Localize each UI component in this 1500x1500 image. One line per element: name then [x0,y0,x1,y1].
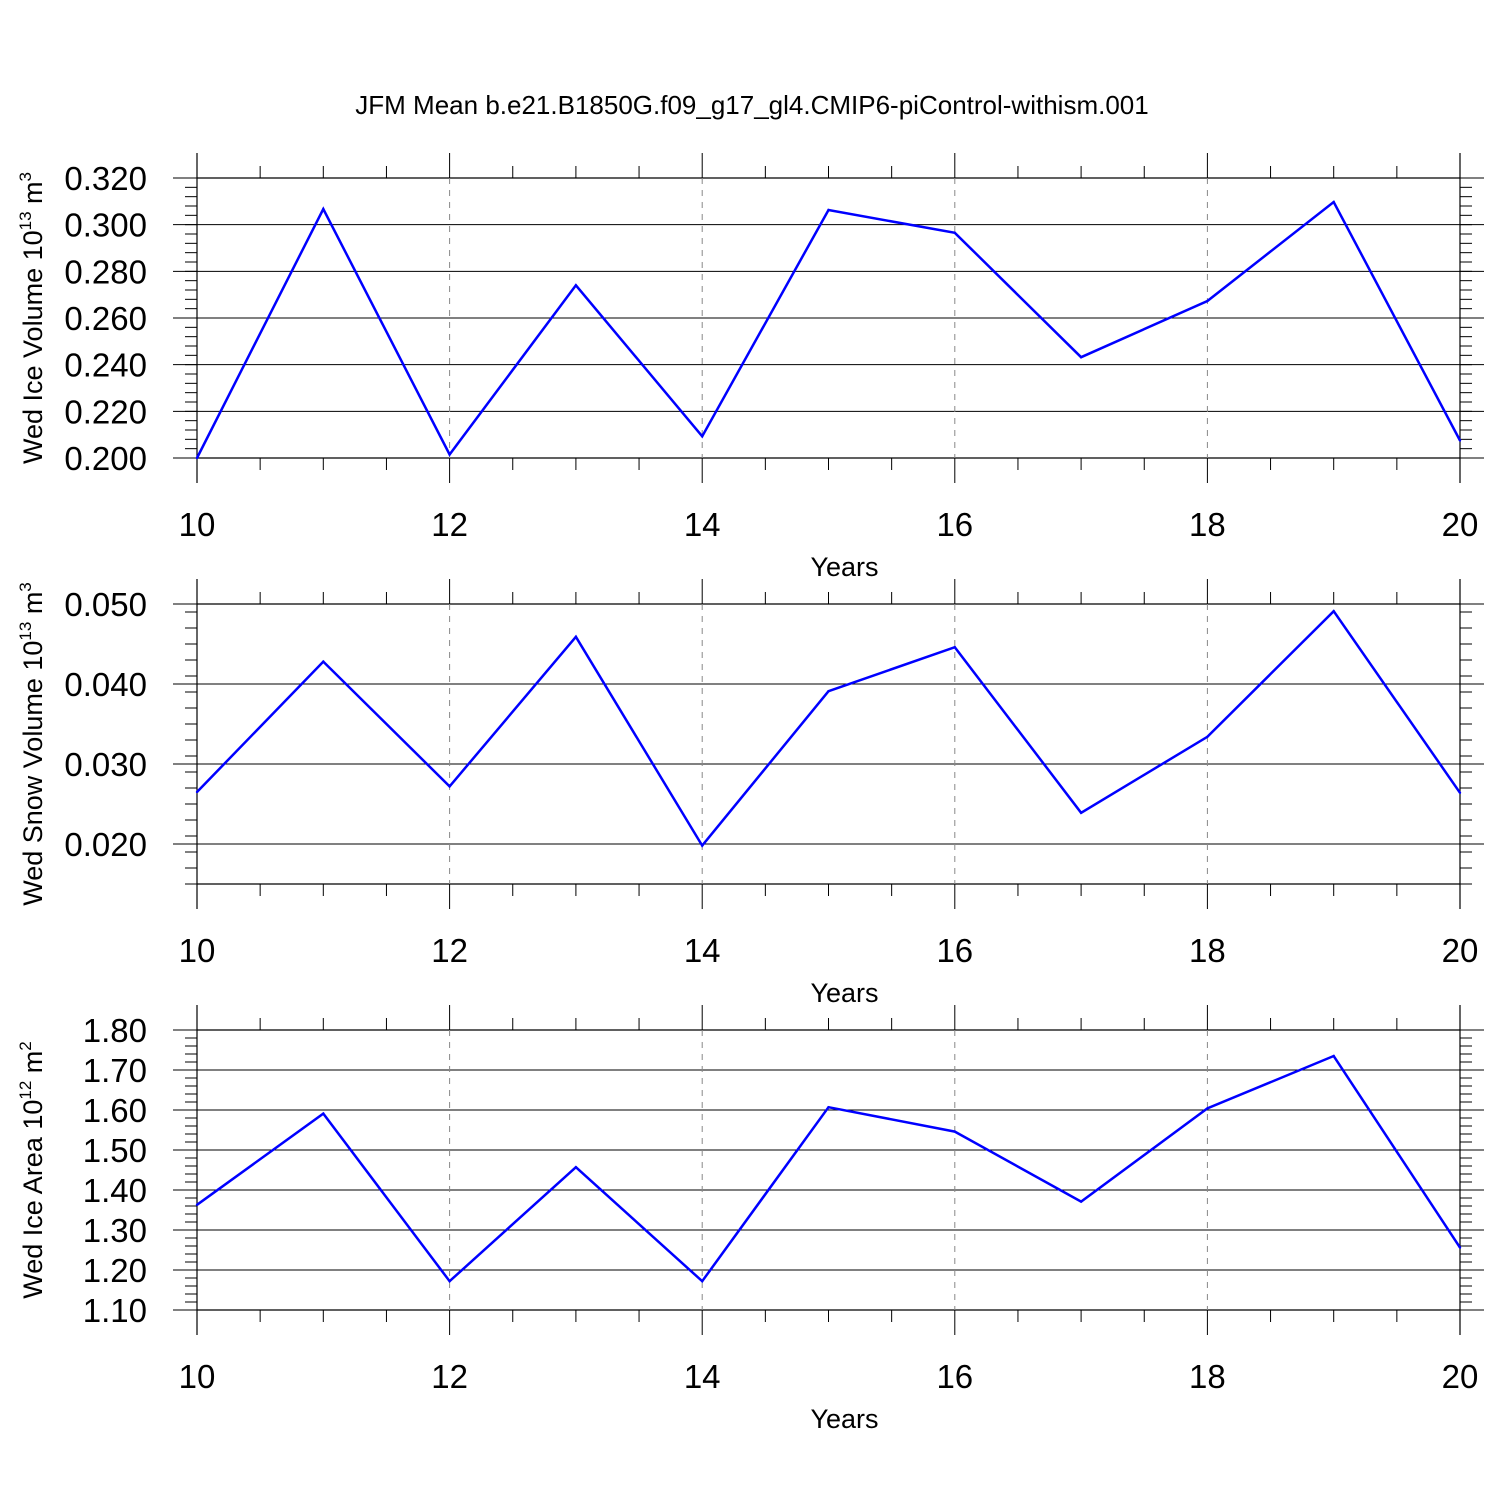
data-point [1332,610,1335,613]
data-point [195,1203,199,1207]
x-tick-label: 20 [1442,932,1479,969]
data-point [1079,1200,1083,1203]
x-tick-label: 10 [179,506,216,543]
data-point [448,1280,451,1283]
data-point [953,1130,956,1133]
y-tick-label: 0.300 [64,207,147,244]
y-tick-label: 1.40 [83,1172,147,1209]
y-axis-label-exponent: 12 [16,1081,35,1100]
y-tick-label: 0.280 [64,253,147,290]
y-axis-label-unit: m [18,592,48,622]
y-axis-label-exponent: 13 [16,211,35,230]
y-axis-label: Wed Ice Area 1012 m2 [16,1041,48,1299]
y-tick-label: 0.260 [64,300,147,337]
x-tick-label: 14 [684,506,721,543]
data-point [322,207,325,211]
x-tick-label: 14 [684,1358,721,1395]
y-tick-label: 1.10 [83,1292,147,1329]
data-point [827,208,830,212]
data-point [701,844,704,847]
data-point [1332,1054,1335,1058]
data-point [195,456,199,460]
data-point [827,1106,830,1109]
data-point [574,635,578,638]
x-tick-label: 10 [179,1358,216,1395]
y-tick-label: 0.040 [64,666,147,703]
data-point [1332,200,1335,204]
y-tick-label: 1.30 [83,1212,147,1249]
y-axis-label-unit-exponent: 3 [16,172,35,181]
data-point [1079,356,1083,359]
data-point [1206,735,1209,738]
y-axis-label-text: Wed Ice Area 10 [18,1100,48,1299]
y-axis-label-unit-exponent: 3 [16,582,35,591]
y-axis-label: Wed Snow Volume 1013 m3 [16,582,48,906]
data-point [448,785,451,788]
x-tick-label: 12 [431,1358,468,1395]
y-tick-label: 1.20 [83,1252,147,1289]
y-axis-label-unit: m [18,1051,48,1081]
data-point [322,1112,325,1115]
x-tick-label: 16 [936,932,973,969]
x-tick-label: 20 [1442,1358,1479,1395]
y-tick-label: 0.200 [64,440,147,477]
y-tick-label: 0.050 [64,586,147,623]
y-tick-label: 1.60 [83,1092,147,1129]
data-point [953,646,956,649]
data-point [827,690,830,693]
y-tick-label: 0.020 [64,826,147,863]
y-axis-label-text: Wed Snow Volume 10 [18,641,48,906]
data-point [574,1166,578,1169]
data-point [1458,1246,1462,1249]
x-axis-label: Years [810,552,878,582]
chart-panel-3: 1.101.201.301.401.501.601.701.80 10 12 14 16… [16,1005,1484,1434]
x-tick-label: 10 [179,932,216,969]
data-point [1458,791,1462,794]
data-point [701,435,704,438]
data-point [195,790,199,794]
y-tick-label: 0.220 [64,393,147,430]
y-axis-label-exponent: 13 [16,622,35,641]
data-point [1206,1107,1209,1110]
data-point [448,453,451,456]
x-tick-label: 18 [1189,1358,1226,1395]
data-point [953,231,956,235]
y-tick-label: 1.50 [83,1132,147,1169]
figure-title: JFM Mean b.e21.B1850G.f09_g17_gl4.CMIP6-… [355,90,1148,120]
data-point [1206,299,1209,303]
x-tick-label: 16 [936,1358,973,1395]
x-tick-label: 18 [1189,506,1226,543]
x-tick-label: 18 [1189,932,1226,969]
x-axis-label: Years [810,978,878,1008]
data-point [1458,439,1462,442]
data-point [1079,811,1083,814]
x-tick-label: 20 [1442,506,1479,543]
y-tick-label: 0.320 [64,160,147,197]
data-point [574,284,578,287]
y-axis-label-unit-exponent: 2 [16,1041,35,1050]
chart-panel-2: 0.020 0.030 0.040 0.050 10 12 14 16 18 20 Years Wed… [16,579,1484,1008]
x-axis-label: Years [810,1404,878,1434]
y-tick-label: 0.030 [64,746,147,783]
y-tick-label: 1.80 [83,1012,147,1049]
data-point [322,660,325,663]
x-tick-label: 14 [684,932,721,969]
chart-panel-1: 0.200 0.220 0.240 0.260 0.280 0.300 0.320 10 12 1… [16,153,1484,582]
y-tick-label: 1.70 [83,1052,147,1089]
x-tick-label: 12 [431,932,468,969]
x-tick-label: 12 [431,506,468,543]
y-axis-label-unit: m [18,181,48,211]
y-tick-label: 0.240 [64,347,147,384]
y-axis-label: Wed Ice Volume 1013 m3 [16,172,48,464]
x-tick-label: 16 [936,506,973,543]
data-point [701,1280,704,1283]
y-axis-label-text: Wed Ice Volume 10 [18,230,48,464]
